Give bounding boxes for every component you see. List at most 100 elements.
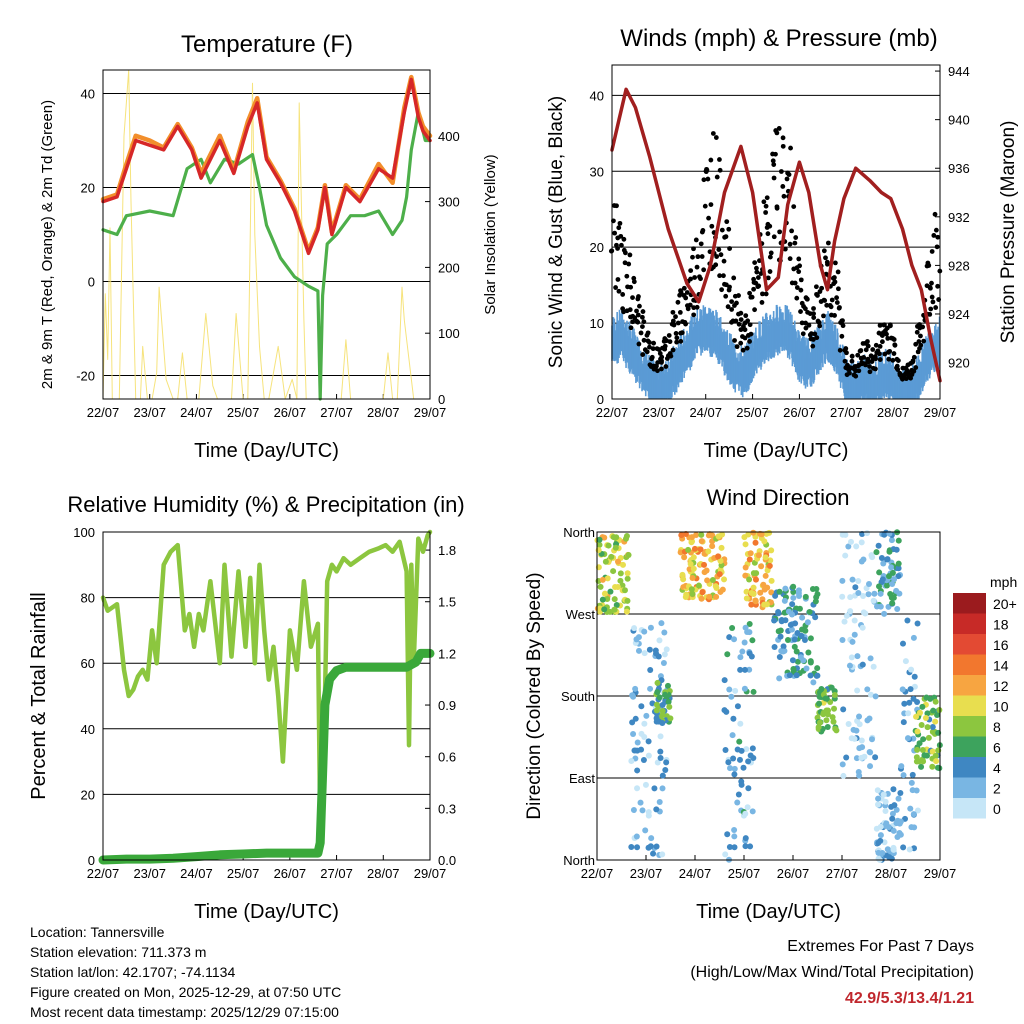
direction-point	[883, 820, 890, 827]
direction-point	[924, 710, 931, 717]
direction-point	[814, 672, 821, 679]
direction-point	[886, 854, 893, 861]
direction-point	[661, 629, 668, 636]
gust-point	[873, 342, 879, 348]
gust-point	[835, 269, 841, 275]
direction-point	[867, 763, 874, 770]
direction-point	[897, 831, 904, 838]
gust-point	[758, 271, 764, 276]
direction-point	[897, 818, 904, 825]
gust-point	[890, 357, 896, 363]
gust-point	[624, 273, 630, 279]
direction-point	[658, 620, 665, 627]
gust-point	[659, 354, 665, 360]
gust-point	[615, 246, 620, 251]
direction-point	[736, 738, 743, 745]
direction-point	[777, 633, 784, 640]
direction-point	[602, 558, 609, 565]
colorbar-label: 0	[993, 801, 1001, 817]
gust-point	[622, 260, 628, 266]
direction-point	[633, 833, 640, 840]
direction-point	[614, 583, 621, 590]
gust-point	[823, 255, 828, 261]
y2-tick-label: 944	[948, 64, 970, 79]
x-tick-label: 24/07	[689, 405, 722, 420]
gust-point	[713, 262, 719, 268]
direction-point	[893, 587, 900, 594]
extremes-box: Extremes For Past 7 Days (High/Low/Max W…	[690, 934, 974, 1012]
direction-point	[821, 709, 828, 716]
gust-point	[691, 312, 697, 318]
gust-point	[858, 348, 864, 353]
gust-point	[929, 280, 934, 286]
gust-point	[832, 275, 837, 280]
gust-point	[677, 309, 683, 315]
gust-point	[842, 358, 848, 364]
gust-point	[694, 264, 700, 270]
direction-point	[864, 530, 871, 537]
direction-point	[913, 754, 920, 761]
direction-point	[743, 595, 750, 602]
gust-point	[829, 297, 835, 303]
gust-point	[792, 240, 798, 246]
gust-point	[635, 312, 641, 318]
direction-point	[929, 748, 936, 755]
direction-point	[829, 714, 836, 721]
direction-point	[930, 707, 937, 714]
y-axis-label: Direction (Colored By Speed)	[524, 572, 545, 819]
gust-point	[667, 339, 673, 345]
direction-point	[735, 791, 742, 798]
direction-point	[790, 583, 797, 590]
direction-point	[911, 673, 918, 680]
direction-point	[800, 657, 807, 664]
direction-point	[762, 554, 769, 561]
direction-point	[750, 591, 757, 598]
direction-point	[895, 537, 902, 544]
direction-point	[822, 695, 829, 702]
gust-point	[806, 322, 812, 328]
gust-point	[673, 330, 679, 336]
gust-point	[778, 169, 784, 174]
direction-point	[646, 646, 653, 653]
colorbar-label: 10	[993, 699, 1009, 715]
direction-point	[622, 535, 629, 542]
direction-point	[873, 549, 880, 556]
direction-point	[816, 719, 823, 726]
gust-point	[761, 199, 767, 205]
gust-point	[911, 354, 917, 360]
gust-point	[780, 143, 786, 149]
y2-tick-label: 932	[948, 210, 970, 225]
direction-point	[601, 606, 608, 613]
colorbar-label: 6	[993, 740, 1001, 756]
gust-point	[626, 261, 632, 267]
direction-point	[894, 605, 901, 612]
direction-point	[716, 571, 723, 578]
gust-point	[630, 295, 635, 300]
direction-point	[867, 655, 874, 662]
gust-point	[694, 304, 700, 310]
gust-point	[932, 211, 938, 217]
chart-title: Relative Humidity (%) & Precipitation (i…	[67, 492, 464, 517]
direction-point	[746, 556, 753, 563]
direction-point	[724, 651, 731, 658]
gust-point	[678, 289, 684, 295]
direction-point	[789, 611, 796, 618]
direction-point	[678, 532, 685, 539]
gust-point	[800, 331, 806, 337]
gust-point	[933, 305, 939, 310]
direction-point	[734, 703, 741, 710]
direction-point	[640, 756, 647, 763]
direction-point	[657, 733, 664, 740]
direction-point	[832, 725, 839, 732]
gust-point	[877, 343, 883, 349]
gust-point	[724, 219, 730, 225]
direction-point	[713, 593, 720, 600]
gust-point	[832, 313, 837, 318]
gust-point	[934, 244, 940, 250]
colorbar-label: 14	[993, 658, 1009, 674]
gust-point	[657, 351, 663, 356]
gust-point	[719, 287, 725, 293]
direction-point	[631, 747, 638, 754]
direction-point	[635, 647, 642, 654]
